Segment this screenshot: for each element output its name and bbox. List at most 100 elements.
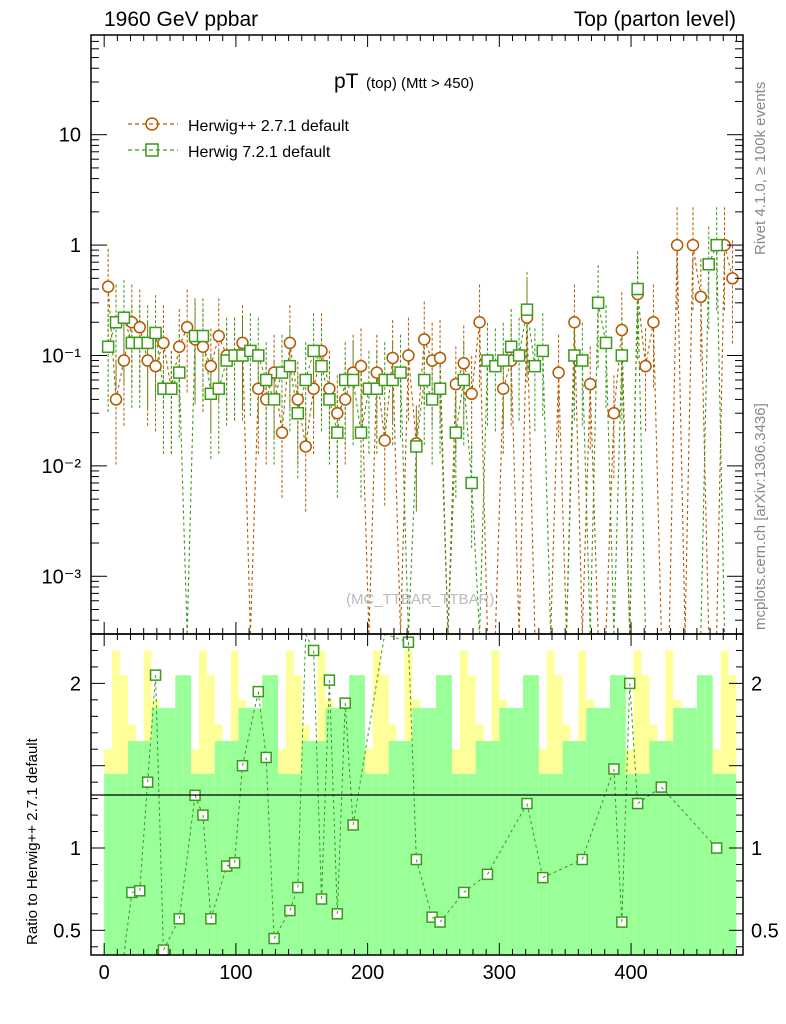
series-line-segment (684, 245, 694, 635)
ratio-line-segment (581, 768, 615, 860)
band-green (262, 675, 271, 955)
point-herwig-pp (607, 406, 621, 420)
point-herwig-pp (157, 336, 170, 350)
series-marks (101, 238, 739, 490)
point-herwig7 (196, 329, 210, 343)
band-green (372, 773, 381, 955)
series-line-segment (376, 372, 386, 441)
point-herwig7 (417, 373, 431, 387)
band-green (538, 773, 547, 955)
point-herwig-pp (275, 426, 289, 439)
band-green (688, 708, 697, 955)
series-line-segment (115, 360, 125, 400)
band-green (230, 741, 239, 955)
ratio-tick-label-left: 1 (70, 838, 81, 860)
series-line-segment (186, 336, 196, 635)
point-herwig7 (631, 282, 644, 296)
point-herwig7 (576, 354, 589, 367)
series-line-segment (123, 317, 133, 344)
series-line-segment (455, 379, 465, 433)
ratio-line-segment (234, 765, 243, 863)
band-green (609, 675, 618, 955)
series-line-segment (202, 335, 212, 394)
series-line-segment (597, 302, 607, 344)
series-line-segment (637, 289, 647, 635)
band-green (515, 708, 524, 955)
series-line-segment (352, 379, 362, 433)
ratio-line-segment (321, 680, 330, 900)
point-herwig-pp (338, 393, 352, 406)
ratio-line-segment (265, 757, 275, 939)
series-lines (107, 207, 733, 635)
series-line-segment (621, 355, 631, 635)
ratio-line-segment (241, 691, 259, 766)
series-line-segment (479, 322, 489, 635)
band-green (380, 773, 389, 955)
point-herwig7 (410, 440, 423, 453)
point-herwig-pp (647, 316, 660, 329)
band-green (325, 708, 334, 955)
band-green (206, 773, 215, 955)
band-green (641, 773, 650, 955)
point-herwig7 (702, 258, 716, 271)
series-line-segment (510, 360, 520, 635)
point-herwig-pp (109, 393, 123, 406)
point-herwig-pp (568, 316, 581, 329)
point-herwig7 (299, 373, 312, 387)
band-green (649, 741, 658, 955)
band-green (301, 741, 310, 955)
series-line-segment (565, 322, 575, 635)
series-line-segment (170, 346, 180, 389)
series-line-segment (415, 379, 425, 447)
ratio-line-segment (336, 703, 346, 914)
y-tick-label: 10 (59, 125, 81, 147)
header-left: 1960 GeV ppbar (104, 8, 259, 31)
series-line-segment (249, 388, 259, 635)
point-herwig7 (149, 326, 162, 340)
point-herwig7 (212, 382, 226, 395)
band-green (673, 708, 682, 955)
series-line-segment (589, 302, 599, 635)
band-green (214, 741, 223, 955)
band-green (278, 773, 286, 955)
band-green (436, 675, 445, 955)
band-green (388, 741, 397, 955)
point-herwig7 (536, 344, 550, 358)
series-line-segment (289, 366, 299, 414)
point-herwig7 (504, 340, 518, 353)
point-herwig-pp (354, 359, 368, 373)
point-herwig7 (512, 349, 526, 362)
point-herwig-pp (173, 340, 186, 353)
band-green (712, 773, 721, 955)
ratio-line-segment (526, 803, 544, 878)
band-green (127, 741, 136, 955)
band-green (428, 708, 437, 955)
band-green (135, 741, 144, 955)
series-line-segment (558, 372, 568, 635)
point-herwig7 (528, 359, 542, 373)
band-green (562, 741, 571, 955)
point-herwig7 (346, 373, 360, 387)
point-herwig7 (252, 349, 265, 362)
ratio-line-segment (621, 683, 631, 923)
point-herwig7 (259, 373, 273, 387)
ratio-line-segment (629, 683, 639, 804)
point-herwig-pp (417, 333, 431, 346)
point-herwig7 (520, 303, 534, 316)
point-herwig-pp (686, 238, 700, 252)
band-green (602, 708, 610, 955)
band-green (143, 741, 152, 955)
band-green (420, 708, 429, 955)
band-green (459, 773, 468, 955)
series-line-segment (273, 372, 283, 400)
point-herwig-pp (433, 351, 447, 365)
series-line-segment (676, 245, 686, 635)
watermark: (MC_TTBAR_TTBAR) (346, 591, 494, 608)
point-herwig-pp (615, 323, 629, 337)
point-herwig7 (386, 373, 399, 387)
point-herwig-pp (670, 238, 684, 252)
ratio-frame (90, 633, 744, 956)
x-tick-label: 300 (483, 962, 516, 984)
band-green (617, 675, 626, 955)
point-herwig7 (291, 406, 305, 420)
